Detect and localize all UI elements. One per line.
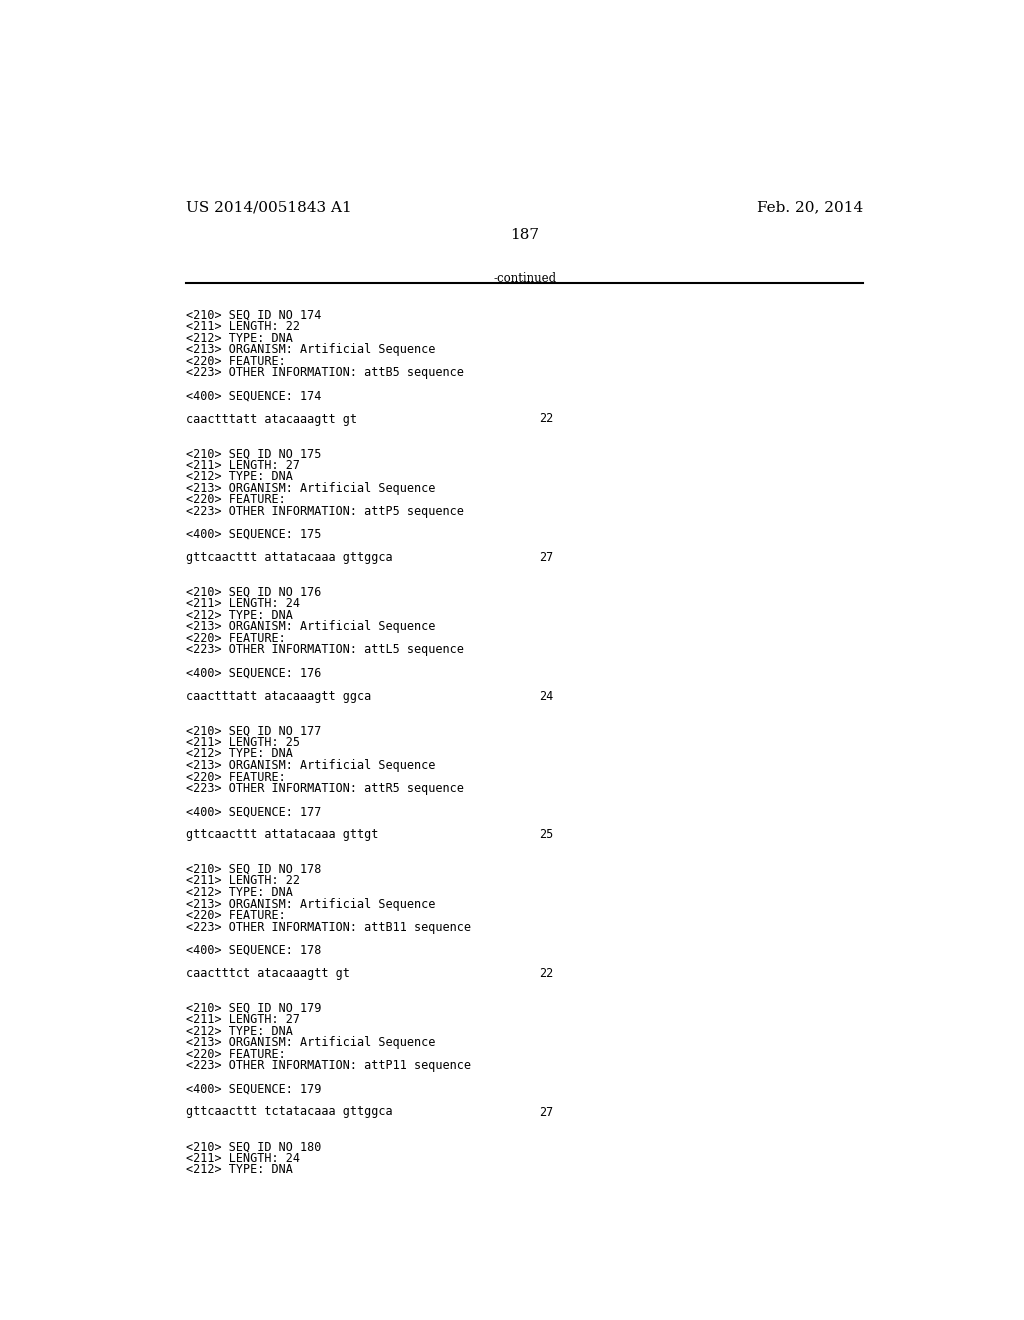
Text: caactttatt atacaaagtt gt: caactttatt atacaaagtt gt [186,412,357,425]
Text: gttcaacttt attatacaaa gttgt: gttcaacttt attatacaaa gttgt [186,829,379,841]
Text: <210> SEQ ID NO 177: <210> SEQ ID NO 177 [186,725,322,738]
Text: <213> ORGANISM: Artificial Sequence: <213> ORGANISM: Artificial Sequence [186,482,435,495]
Text: US 2014/0051843 A1: US 2014/0051843 A1 [186,201,352,215]
Text: gttcaacttt tctatacaaa gttggca: gttcaacttt tctatacaaa gttggca [186,1106,393,1118]
Text: <223> OTHER INFORMATION: attP5 sequence: <223> OTHER INFORMATION: attP5 sequence [186,506,464,517]
Text: <400> SEQUENCE: 176: <400> SEQUENCE: 176 [186,667,322,680]
Text: <220> FEATURE:: <220> FEATURE: [186,632,286,645]
Text: gttcaacttt attatacaaa gttggca: gttcaacttt attatacaaa gttggca [186,552,393,564]
Text: <212> TYPE: DNA: <212> TYPE: DNA [186,331,293,345]
Text: <223> OTHER INFORMATION: attR5 sequence: <223> OTHER INFORMATION: attR5 sequence [186,781,464,795]
Text: <220> FEATURE:: <220> FEATURE: [186,771,286,784]
Text: <211> LENGTH: 22: <211> LENGTH: 22 [186,321,300,333]
Text: <211> LENGTH: 22: <211> LENGTH: 22 [186,875,300,887]
Text: <210> SEQ ID NO 179: <210> SEQ ID NO 179 [186,1002,322,1015]
Text: <212> TYPE: DNA: <212> TYPE: DNA [186,609,293,622]
Text: <400> SEQUENCE: 179: <400> SEQUENCE: 179 [186,1082,322,1096]
Text: <210> SEQ ID NO 176: <210> SEQ ID NO 176 [186,586,322,599]
Text: <213> ORGANISM: Artificial Sequence: <213> ORGANISM: Artificial Sequence [186,759,435,772]
Text: <220> FEATURE:: <220> FEATURE: [186,355,286,368]
Text: <211> LENGTH: 27: <211> LENGTH: 27 [186,1014,300,1026]
Text: <213> ORGANISM: Artificial Sequence: <213> ORGANISM: Artificial Sequence [186,620,435,634]
Text: <210> SEQ ID NO 178: <210> SEQ ID NO 178 [186,863,322,876]
Text: Feb. 20, 2014: Feb. 20, 2014 [757,201,863,215]
Text: <223> OTHER INFORMATION: attP11 sequence: <223> OTHER INFORMATION: attP11 sequence [186,1059,471,1072]
Text: <213> ORGANISM: Artificial Sequence: <213> ORGANISM: Artificial Sequence [186,343,435,356]
Text: <400> SEQUENCE: 175: <400> SEQUENCE: 175 [186,528,322,541]
Text: <210> SEQ ID NO 175: <210> SEQ ID NO 175 [186,447,322,461]
Text: <211> LENGTH: 24: <211> LENGTH: 24 [186,1151,300,1164]
Text: <212> TYPE: DNA: <212> TYPE: DNA [186,747,293,760]
Text: 27: 27 [539,1106,553,1118]
Text: <212> TYPE: DNA: <212> TYPE: DNA [186,886,293,899]
Text: <400> SEQUENCE: 177: <400> SEQUENCE: 177 [186,805,322,818]
Text: 24: 24 [539,689,553,702]
Text: <400> SEQUENCE: 178: <400> SEQUENCE: 178 [186,944,322,957]
Text: <212> TYPE: DNA: <212> TYPE: DNA [186,1163,293,1176]
Text: <223> OTHER INFORMATION: attL5 sequence: <223> OTHER INFORMATION: attL5 sequence [186,644,464,656]
Text: caactttatt atacaaagtt ggca: caactttatt atacaaagtt ggca [186,689,372,702]
Text: <400> SEQUENCE: 174: <400> SEQUENCE: 174 [186,389,322,403]
Text: <213> ORGANISM: Artificial Sequence: <213> ORGANISM: Artificial Sequence [186,898,435,911]
Text: <210> SEQ ID NO 180: <210> SEQ ID NO 180 [186,1140,322,1154]
Text: caactttct atacaaagtt gt: caactttct atacaaagtt gt [186,966,350,979]
Text: 25: 25 [539,829,553,841]
Text: <220> FEATURE:: <220> FEATURE: [186,494,286,507]
Text: <223> OTHER INFORMATION: attB11 sequence: <223> OTHER INFORMATION: attB11 sequence [186,921,471,933]
Text: <223> OTHER INFORMATION: attB5 sequence: <223> OTHER INFORMATION: attB5 sequence [186,367,464,379]
Text: <220> FEATURE:: <220> FEATURE: [186,1048,286,1061]
Text: <213> ORGANISM: Artificial Sequence: <213> ORGANISM: Artificial Sequence [186,1036,435,1049]
Text: <212> TYPE: DNA: <212> TYPE: DNA [186,1024,293,1038]
Text: <211> LENGTH: 25: <211> LENGTH: 25 [186,737,300,748]
Text: <210> SEQ ID NO 174: <210> SEQ ID NO 174 [186,309,322,322]
Text: -continued: -continued [494,272,556,285]
Text: <212> TYPE: DNA: <212> TYPE: DNA [186,470,293,483]
Text: 187: 187 [510,228,540,242]
Text: 27: 27 [539,552,553,564]
Text: <220> FEATURE:: <220> FEATURE: [186,909,286,923]
Text: <211> LENGTH: 24: <211> LENGTH: 24 [186,597,300,610]
Text: 22: 22 [539,966,553,979]
Text: 22: 22 [539,412,553,425]
Text: <211> LENGTH: 27: <211> LENGTH: 27 [186,459,300,471]
